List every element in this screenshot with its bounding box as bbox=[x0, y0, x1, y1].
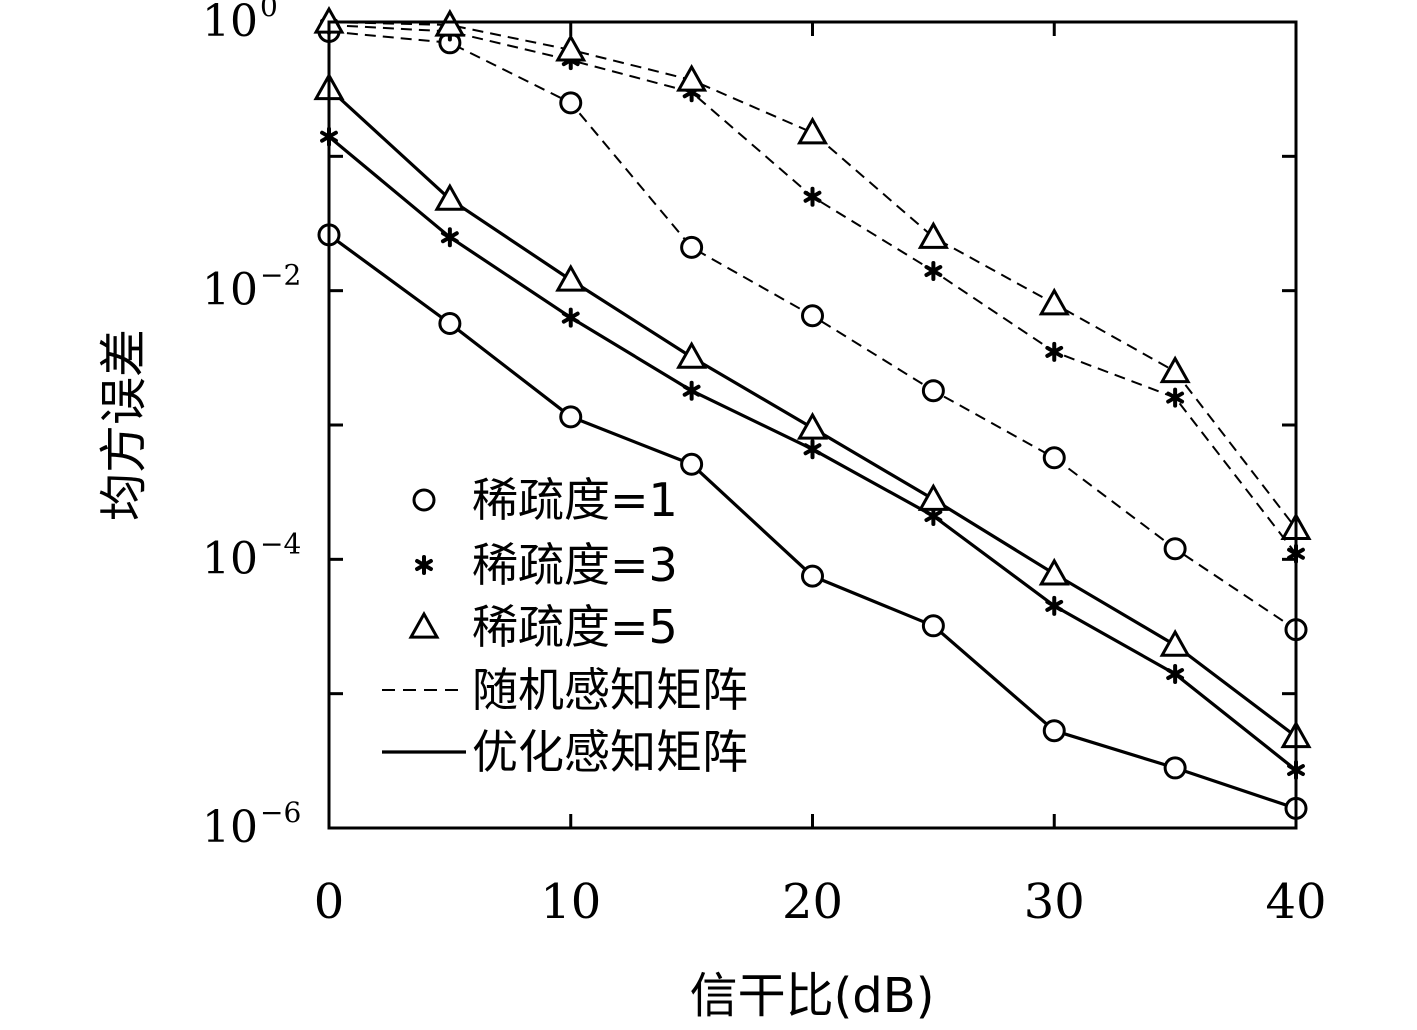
svg-text:10: 10 bbox=[202, 802, 258, 853]
series-point-random-sparsity-1-4 bbox=[801, 304, 824, 328]
plot-markers bbox=[313, 5, 1312, 820]
y-tick-label-2: 10 −4 bbox=[202, 527, 301, 584]
series-point-optimized-sparsity-5-1 bbox=[434, 183, 466, 211]
legend-label-1: 稀疏度=3 bbox=[472, 538, 678, 592]
svg-text:−4: −4 bbox=[260, 527, 301, 560]
legend-entry-4: 优化感知矩阵 bbox=[382, 725, 748, 779]
series-point-random-sparsity-5-3 bbox=[676, 63, 708, 92]
y-tick-label-0: 10 0 bbox=[202, 0, 278, 47]
series-point-random-sparsity-5-6 bbox=[1038, 287, 1070, 316]
legend-label-3: 随机感知矩阵 bbox=[472, 663, 748, 717]
series-line-random-sparsity-5 bbox=[328, 21, 1297, 530]
svg-text:−2: −2 bbox=[260, 259, 301, 292]
series-point-random-sparsity-1-5 bbox=[921, 379, 945, 403]
series-point-optimized-sparsity-1-4 bbox=[801, 564, 824, 588]
series-point-random-sparsity-1-6 bbox=[1042, 446, 1066, 470]
svg-text:−6: −6 bbox=[260, 796, 301, 829]
series-point-optimized-sparsity-3-2 bbox=[561, 307, 580, 328]
legend-marker-circle bbox=[412, 488, 436, 512]
series-point-random-sparsity-5-2 bbox=[555, 33, 587, 62]
series-point-optimized-sparsity-1-5 bbox=[921, 614, 945, 638]
x-tick-label-2: 20 bbox=[782, 874, 843, 930]
series-point-random-sparsity-5-5 bbox=[917, 221, 949, 249]
series-point-random-sparsity-1-2 bbox=[559, 91, 583, 115]
x-tick-label-0: 0 bbox=[314, 874, 345, 930]
series-point-random-sparsity-3-4 bbox=[803, 186, 822, 207]
series-point-random-sparsity-3-7 bbox=[1166, 387, 1185, 408]
axis-ticks bbox=[327, 20, 1298, 830]
series-point-random-sparsity-1-7 bbox=[1163, 537, 1187, 561]
svg-text:10: 10 bbox=[202, 0, 258, 47]
legend-label-2: 稀疏度=5 bbox=[472, 600, 678, 654]
legend-entry-1: 稀疏度=3 bbox=[415, 538, 678, 592]
series-point-optimized-sparsity-1-6 bbox=[1042, 719, 1066, 743]
series-point-optimized-sparsity-5-7 bbox=[1159, 629, 1191, 657]
legend-label-4: 优化感知矩阵 bbox=[472, 725, 748, 779]
y-tick-label-1: 10 −2 bbox=[202, 259, 301, 316]
series-point-random-sparsity-1-3 bbox=[680, 235, 704, 259]
y-tick-label-3: 10 −6 bbox=[202, 796, 301, 853]
x-tick-label-1: 10 bbox=[540, 874, 601, 930]
x-tick-label-4: 40 bbox=[1265, 874, 1326, 930]
x-tick-label-3: 30 bbox=[1024, 874, 1085, 930]
series-point-optimized-sparsity-3-4 bbox=[803, 439, 822, 460]
series-point-optimized-sparsity-3-1 bbox=[440, 227, 459, 248]
series-point-optimized-sparsity-1-7 bbox=[1163, 756, 1187, 780]
series-point-random-sparsity-3-5 bbox=[924, 261, 943, 282]
legend-entry-0: 稀疏度=1 bbox=[412, 473, 678, 527]
legend-marker-triangle bbox=[408, 610, 440, 639]
legend-marker-star bbox=[415, 555, 433, 575]
series-point-optimized-sparsity-5-4 bbox=[796, 411, 829, 440]
series-point-random-sparsity-3-6 bbox=[1045, 341, 1064, 362]
series-point-optimized-sparsity-5-6 bbox=[1038, 557, 1070, 586]
series-point-optimized-sparsity-3-6 bbox=[1045, 595, 1064, 616]
series-point-optimized-sparsity-5-3 bbox=[676, 341, 708, 369]
legend-entry-3: 随机感知矩阵 bbox=[382, 663, 748, 717]
y-axis-title: 均方误差 bbox=[96, 329, 152, 521]
series-point-random-sparsity-5-7 bbox=[1159, 355, 1191, 384]
series-point-optimized-sparsity-3-7 bbox=[1166, 664, 1185, 685]
series-point-optimized-sparsity-1-3 bbox=[680, 452, 704, 476]
series-point-random-sparsity-5-4 bbox=[796, 116, 829, 145]
series-point-optimized-sparsity-1-2 bbox=[559, 405, 583, 429]
legend-entry-2: 稀疏度=5 bbox=[408, 600, 678, 654]
series-point-optimized-sparsity-1-1 bbox=[438, 311, 462, 335]
series-point-optimized-sparsity-5-5 bbox=[917, 483, 949, 511]
svg-text:10: 10 bbox=[202, 533, 258, 584]
series-point-random-sparsity-5-1 bbox=[434, 8, 466, 37]
x-axis-title: 信干比(dB) bbox=[690, 968, 935, 1024]
legend-label-0: 稀疏度=1 bbox=[472, 473, 678, 527]
series-point-optimized-sparsity-5-2 bbox=[555, 263, 587, 292]
svg-text:10: 10 bbox=[202, 265, 258, 316]
svg-text:0: 0 bbox=[260, 0, 278, 23]
series-point-optimized-sparsity-3-3 bbox=[682, 380, 701, 401]
